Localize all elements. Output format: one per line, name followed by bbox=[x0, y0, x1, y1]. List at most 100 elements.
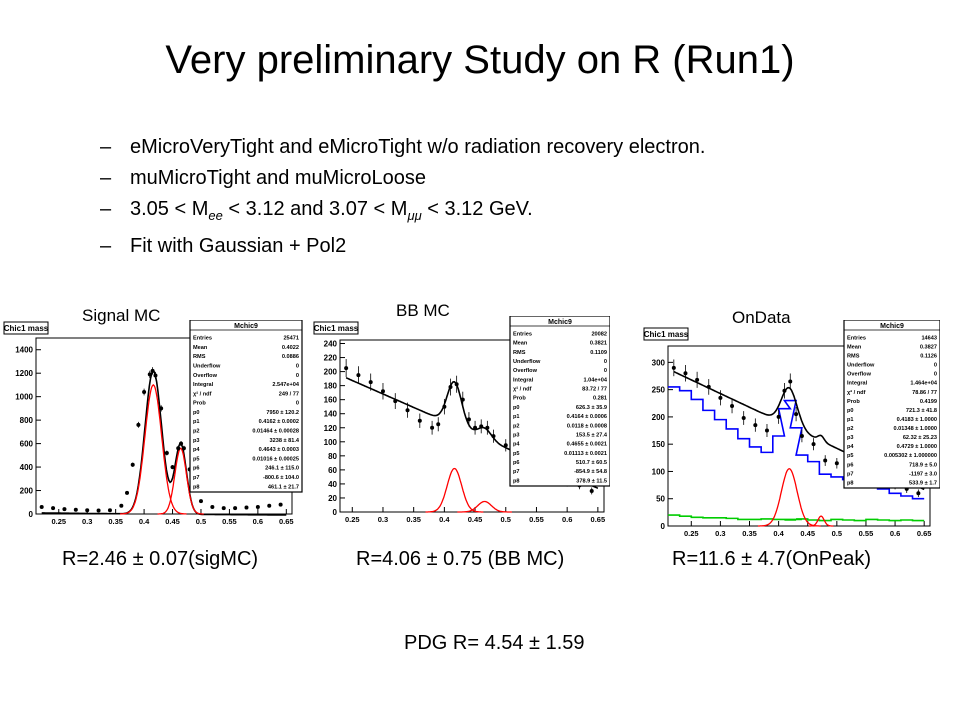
panel-label-bb-mc: BB MC bbox=[396, 301, 450, 320]
bullet-dash: – bbox=[100, 235, 112, 257]
hist-title: Chic1 mass bbox=[314, 324, 359, 333]
stats-key: Underflow bbox=[513, 359, 541, 365]
stats-value: 721.3 ± 41.8 bbox=[906, 408, 937, 414]
x-tick-label: 0.3 bbox=[715, 529, 725, 538]
bullet-dash: – bbox=[100, 136, 112, 158]
stats-key: p0 bbox=[513, 405, 520, 411]
stats-value: 533.9 ± 1.7 bbox=[909, 480, 937, 486]
data-point bbox=[823, 458, 828, 463]
data-point bbox=[454, 382, 459, 387]
data-point bbox=[96, 508, 101, 513]
data-point bbox=[233, 506, 238, 511]
x-tick-label: 0.35 bbox=[108, 517, 123, 526]
x-tick-label: 0.35 bbox=[406, 515, 421, 524]
stats-value: 14643 bbox=[921, 335, 937, 341]
stats-key: Prob bbox=[193, 401, 206, 407]
x-tick-label: 0.35 bbox=[742, 529, 757, 538]
stats-key: Prob bbox=[513, 396, 526, 402]
stats-key: p3 bbox=[513, 432, 520, 438]
y-tick-label: 40 bbox=[328, 480, 337, 489]
data-point bbox=[51, 506, 56, 511]
data-point bbox=[393, 399, 398, 404]
x-tick-label: 0.6 bbox=[890, 529, 900, 538]
stats-value: 0.281 bbox=[593, 396, 607, 402]
bullet-item: – muMicroTight and muMicroLoose bbox=[100, 163, 705, 194]
data-point bbox=[136, 422, 141, 427]
stats-value: 20082 bbox=[591, 332, 607, 338]
data-point bbox=[491, 434, 496, 439]
stats-key: p4 bbox=[513, 442, 520, 448]
stats-key: p1 bbox=[513, 414, 520, 420]
stats-key: p5 bbox=[847, 453, 854, 459]
data-point bbox=[753, 423, 758, 428]
stats-key: p8 bbox=[513, 478, 520, 484]
data-point bbox=[380, 389, 385, 394]
data-point bbox=[466, 417, 471, 422]
stats-value: 718.9 ± 5.0 bbox=[909, 462, 937, 468]
stats-value: 0.4655 ± 0.0021 bbox=[567, 442, 607, 448]
y-tick-label: 80 bbox=[328, 452, 337, 461]
data-point bbox=[442, 404, 447, 409]
stats-key: Underflow bbox=[193, 363, 221, 369]
data-point bbox=[142, 389, 147, 394]
stats-value: 0 bbox=[296, 401, 299, 407]
bullet-text: Fit with Gaussian + Pol2 bbox=[130, 235, 347, 257]
stats-key: Entries bbox=[193, 336, 212, 342]
data-point bbox=[198, 499, 203, 504]
bullet-subscript: ee bbox=[208, 208, 223, 223]
x-tick-label: 0.45 bbox=[800, 529, 815, 538]
stats-title: Mchic9 bbox=[548, 319, 572, 326]
data-point bbox=[267, 503, 272, 508]
data-point bbox=[776, 414, 781, 419]
stats-key: Underflow bbox=[847, 363, 875, 369]
stats-value: 246.1 ± 115.0 bbox=[265, 466, 299, 472]
data-point bbox=[589, 488, 594, 493]
y-tick-label: 0 bbox=[661, 522, 666, 531]
x-tick-label: 0.25 bbox=[51, 517, 66, 526]
x-tick-label: 0.6 bbox=[253, 517, 263, 526]
data-point bbox=[85, 508, 90, 513]
stats-key: p0 bbox=[193, 410, 200, 416]
stats-key: p5 bbox=[513, 451, 520, 457]
stats-value: 0.4164 ± 0.0006 bbox=[567, 414, 607, 420]
r-value-sigmc: R=2.46 ± 0.07(sigMC) bbox=[62, 548, 259, 570]
data-point bbox=[164, 450, 169, 455]
signal-gaussian-curve bbox=[425, 467, 484, 513]
x-tick-label: 0.25 bbox=[345, 515, 360, 524]
y-tick-label: 120 bbox=[324, 424, 338, 433]
stats-value: 249 / 77 bbox=[279, 391, 299, 397]
data-point bbox=[221, 506, 226, 511]
data-point bbox=[485, 425, 490, 430]
stats-key: p1 bbox=[847, 417, 854, 423]
x-tick-label: 0.5 bbox=[832, 529, 842, 538]
stats-value: -1197 ± 3.0 bbox=[909, 471, 937, 477]
y-tick-label: 250 bbox=[652, 386, 666, 395]
x-tick-label: 0.4 bbox=[139, 517, 150, 526]
y-tick-label: 300 bbox=[652, 358, 666, 367]
x-tick-label: 0.3 bbox=[378, 515, 388, 524]
y-tick-label: 150 bbox=[652, 440, 666, 449]
data-point bbox=[73, 507, 78, 512]
stats-key: χ² / ndf bbox=[193, 390, 212, 397]
stats-title: Mchic9 bbox=[880, 323, 904, 330]
slide-title: Very preliminary Study on R (Run1) bbox=[165, 38, 795, 82]
data-point bbox=[244, 505, 249, 510]
data-point bbox=[671, 365, 676, 370]
data-point bbox=[368, 380, 373, 385]
stats-value: 3238 ± 81.4 bbox=[269, 438, 299, 444]
y-tick-label: 60 bbox=[328, 466, 337, 475]
data-point bbox=[417, 418, 422, 423]
bullet-text: muMicroTight and muMicroLoose bbox=[130, 167, 427, 189]
stats-key: Overflow bbox=[847, 372, 872, 378]
stats-value: 0.0886 bbox=[282, 354, 299, 360]
data-point bbox=[834, 461, 839, 466]
data-point bbox=[695, 377, 700, 382]
stats-key: Mean bbox=[193, 345, 208, 351]
stats-value: 0.3827 bbox=[920, 344, 937, 350]
pdg-r-value: PDG R= 4.54 ± 1.59 bbox=[404, 632, 585, 654]
bullet-item: – Fit with Gaussian + Pol2 bbox=[100, 231, 705, 262]
data-point bbox=[130, 462, 135, 467]
stats-key: p8 bbox=[193, 484, 200, 490]
stats-key: Integral bbox=[847, 381, 868, 387]
data-point bbox=[159, 406, 164, 411]
